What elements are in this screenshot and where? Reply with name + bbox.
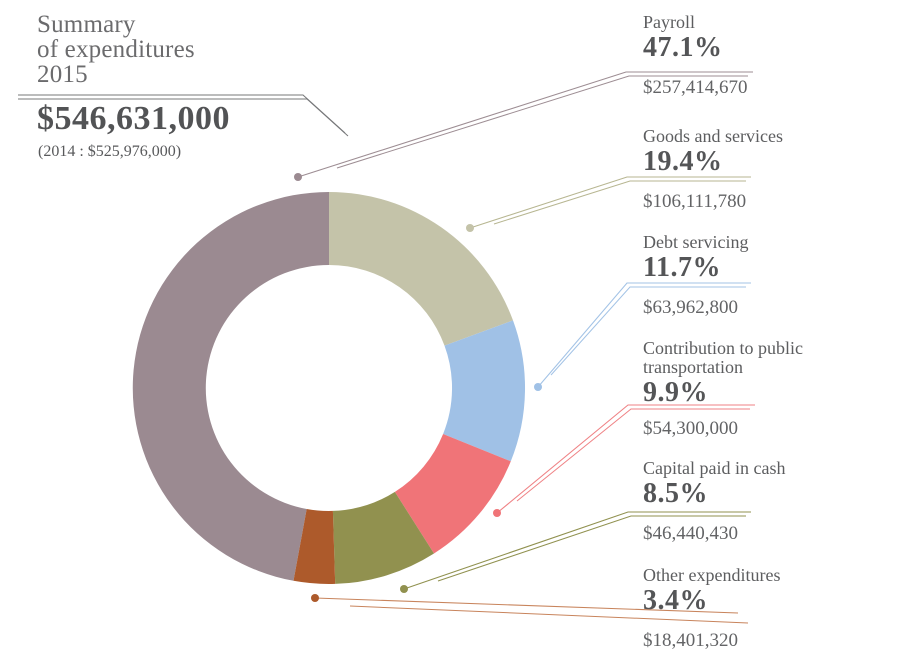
leader-other [311, 594, 749, 624]
legend-contribution: Contribution to public transportation 9.… [643, 339, 821, 439]
amount-value: $18,401,320 [643, 630, 738, 651]
chart-title-line3: 2015 [37, 61, 88, 88]
leader-contribution [493, 404, 755, 517]
slice-3 [394, 434, 511, 554]
leader-dot-goods [466, 224, 474, 232]
slice-0 [132, 191, 329, 581]
leader-debt-servicing [534, 282, 751, 391]
percent-value: 9.9% [643, 377, 708, 408]
amount-value: $106,111,780 [643, 191, 747, 212]
legend-other: Other expenditures 3.4% $18,401,320 [643, 566, 821, 651]
slice-1 [329, 192, 513, 346]
percent-value: 8.5% [643, 478, 708, 509]
amount-value: $46,440,430 [643, 523, 738, 544]
slice-2 [443, 320, 526, 462]
total-amount: $546,631,000 [37, 100, 230, 137]
legend-capital: Capital paid in cash 8.5% $46,440,430 [643, 459, 821, 544]
leader-dot-other [311, 594, 319, 602]
category-label: Debt servicing [643, 232, 749, 252]
amount-value: $63,962,800 [643, 297, 738, 318]
leader-goods-and-services [466, 176, 751, 232]
category-label: Contribution to public transportation [643, 338, 803, 377]
chart-title-line1: Summary [37, 11, 136, 38]
category-label: Payroll [643, 12, 695, 32]
leader-dot-debt [534, 383, 542, 391]
chart-title-line2: of expenditures [37, 36, 195, 63]
category-label: Capital paid in cash [643, 458, 786, 478]
previous-year-total: (2014 : $525,976,000) [38, 143, 182, 160]
title-pointer-line [18, 94, 349, 137]
legend-goods-and-services: Goods and services 19.4% $106,111,780 [643, 127, 821, 212]
category-label: Goods and services [643, 126, 783, 146]
chart-title: Summary of expenditures 2015 [37, 12, 195, 87]
percent-value: 47.1% [643, 32, 723, 63]
leader-dot-payroll [294, 173, 302, 181]
legend-payroll: Payroll 47.1% $257,414,670 [643, 13, 821, 98]
leader-dot-contribution [493, 509, 501, 517]
slice-4 [332, 491, 434, 584]
leader-payroll [294, 71, 753, 181]
slice-5 [293, 509, 336, 585]
leader-dot-capital [400, 585, 408, 593]
percent-value: 3.4% [643, 585, 708, 616]
percent-value: 19.4% [643, 146, 723, 177]
legend-debt-servicing: Debt servicing 11.7% $63,962,800 [643, 233, 821, 318]
donut-chart [132, 191, 526, 585]
leader-capital [400, 511, 751, 593]
amount-value: $54,300,000 [643, 418, 738, 439]
category-label: Other expenditures [643, 565, 781, 585]
percent-value: 11.7% [643, 252, 721, 283]
amount-value: $257,414,670 [643, 77, 748, 98]
